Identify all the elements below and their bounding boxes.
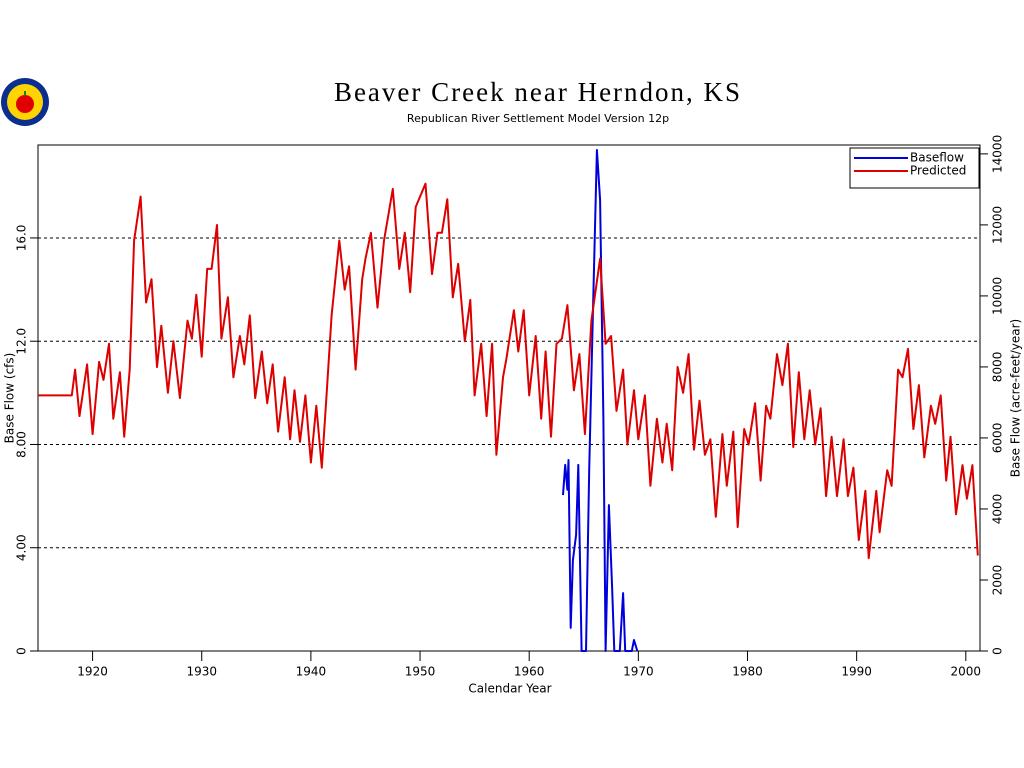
y2-tick-label: 8000 bbox=[991, 352, 1005, 383]
legend-label: Baseflow bbox=[910, 151, 964, 165]
x-tick-label: 1930 bbox=[186, 665, 217, 679]
plot-frame bbox=[37, 144, 981, 652]
y2-axis-label: Base Flow (acre-feet/year) bbox=[1009, 319, 1023, 477]
data-line bbox=[38, 182, 979, 560]
y2-tick-label: 0 bbox=[991, 647, 1005, 655]
x-tick-label: 1970 bbox=[623, 665, 654, 679]
legend-box bbox=[849, 147, 980, 189]
y2-tick-label: 12000 bbox=[991, 206, 1005, 244]
x-tick-label: 1950 bbox=[405, 665, 436, 679]
x-tick-label: 1940 bbox=[296, 665, 327, 679]
data-line bbox=[562, 149, 639, 652]
y-tick-label: 4.00 bbox=[15, 534, 29, 561]
chart-subtitle: Republican River Settlement Model Versio… bbox=[407, 112, 669, 125]
y-tick-label: 16.0 bbox=[15, 225, 29, 252]
y-tick-label: 8.00 bbox=[15, 431, 29, 458]
y2-tick-label: 14000 bbox=[991, 135, 1005, 173]
y2-tick-label: 6000 bbox=[991, 423, 1005, 454]
y2-tick-label: 10000 bbox=[991, 277, 1005, 315]
legend-label: Predicted bbox=[910, 164, 966, 178]
y-tick-label: 0 bbox=[15, 647, 29, 655]
x-tick-label: 1980 bbox=[732, 665, 763, 679]
y-tick-label: 12.0 bbox=[15, 328, 29, 355]
y-axis-label: Base Flow (cfs) bbox=[3, 353, 17, 444]
chart-title: Beaver Creek near Herndon, KS bbox=[334, 77, 742, 107]
x-tick-label: 1990 bbox=[841, 665, 872, 679]
logo bbox=[1, 78, 49, 126]
y2-tick-label: 4000 bbox=[991, 494, 1005, 525]
x-axis-label: Calendar Year bbox=[468, 682, 551, 696]
y2-tick-label: 2000 bbox=[991, 565, 1005, 596]
x-tick-label: 1960 bbox=[514, 665, 545, 679]
x-tick-label: 1920 bbox=[77, 665, 108, 679]
x-tick-label: 2000 bbox=[951, 665, 982, 679]
